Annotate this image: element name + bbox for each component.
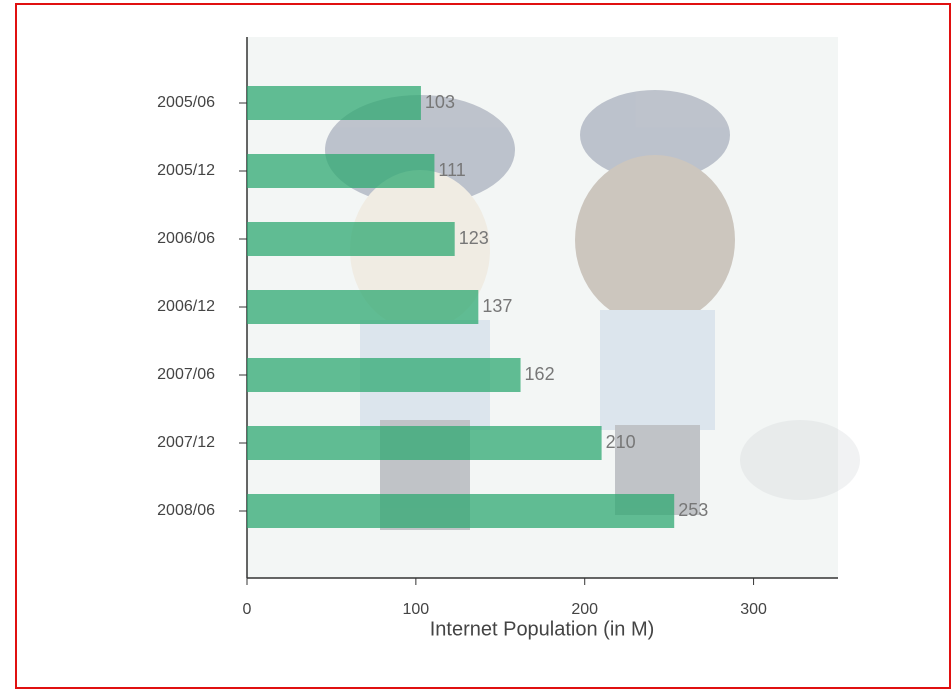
x-tick-label: 0 — [243, 601, 252, 618]
bar — [247, 290, 478, 324]
value-label: 162 — [525, 364, 555, 384]
value-label: 253 — [678, 500, 708, 520]
y-tick-label: 2007/12 — [157, 434, 215, 451]
page: Internet Population (in M) 0 100 200 300 200… — [0, 0, 952, 690]
value-label: 111 — [438, 160, 465, 180]
bar — [247, 426, 602, 460]
x-tick-label: 200 — [571, 601, 598, 618]
x-tick-label: 300 — [740, 601, 767, 618]
bar — [247, 222, 455, 256]
value-label: 137 — [482, 296, 512, 316]
bar — [247, 86, 421, 120]
value-label: 123 — [459, 228, 489, 248]
bar — [247, 494, 674, 528]
y-tick-label: 2005/12 — [157, 162, 215, 179]
y-tick-label: 2008/06 — [157, 502, 215, 519]
value-label: 103 — [425, 92, 455, 112]
y-tick-label: 2006/12 — [157, 298, 215, 315]
y-tick-label: 2005/06 — [157, 94, 215, 111]
bar — [247, 154, 434, 188]
bar — [247, 358, 521, 392]
x-tick-label: 100 — [403, 601, 430, 618]
y-tick-label: 2007/06 — [157, 366, 215, 383]
value-label: 210 — [606, 432, 636, 452]
y-tick-label: 2006/06 — [157, 230, 215, 247]
x-axis-label: Internet Population (in M) — [430, 618, 655, 640]
chart: Internet Population (in M) 0 100 200 300 200… — [0, 0, 952, 690]
